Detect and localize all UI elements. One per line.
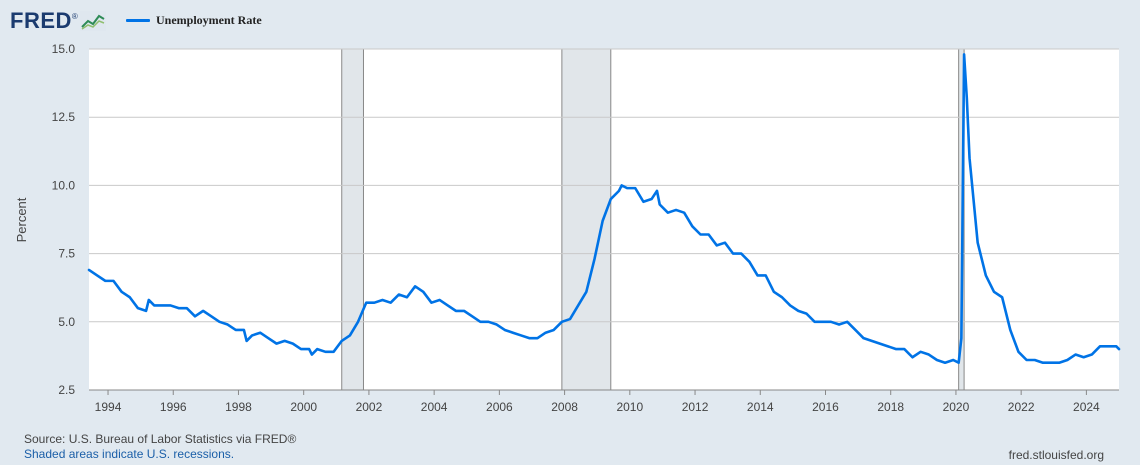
x-tick-label: 1994 (95, 400, 122, 414)
fred-logo-text: FRED (10, 8, 72, 33)
x-tick-label: 2014 (747, 400, 774, 414)
x-tick-label: 2006 (486, 400, 513, 414)
x-tick-label: 2016 (812, 400, 839, 414)
y-tick-label: 2.5 (58, 383, 75, 397)
x-tick-label: 2008 (551, 400, 578, 414)
x-tick-label: 2022 (1008, 400, 1035, 414)
recession-note[interactable]: Shaded areas indicate U.S. recessions. (24, 447, 235, 461)
recession-band (341, 49, 364, 390)
x-tick-label: 2012 (682, 400, 709, 414)
x-tick-label: 2018 (877, 400, 904, 414)
series-line-unemployment-rate (87, 53, 1121, 365)
y-tick-label: 7.5 (58, 247, 75, 261)
fred-logo-mark: ® (71, 11, 78, 21)
chart-header: FRED ® Unemployment Rate (0, 0, 1140, 40)
x-tick-label: 2010 (616, 400, 643, 414)
y-tick-label: 5.0 (58, 315, 75, 329)
y-tick-label: 15.0 (52, 42, 76, 56)
x-tick-label: 2020 (943, 400, 970, 414)
x-tick-label: 2004 (421, 400, 448, 414)
footer-notes: Source: U.S. Bureau of Labor Statistics … (24, 432, 296, 462)
x-tick-label: 2000 (290, 400, 317, 414)
y-axis-title: Percent (14, 197, 29, 242)
y-tick-label: 12.5 (52, 110, 76, 124)
y-tick-label: 10.0 (52, 178, 76, 192)
chart-legend: Unemployment Rate (126, 10, 262, 30)
line-chart: 2.5 5.0 7.5 10.0 12.5 15.0 1994 1996 1998 2000 20… (14, 42, 1121, 414)
x-tick-label: 1996 (160, 400, 187, 414)
source-note: Source: U.S. Bureau of Labor Statistics … (24, 432, 297, 446)
line-chart-icon (79, 11, 106, 31)
fred-logo[interactable]: FRED ® (10, 8, 106, 34)
x-tick-label: 1998 (225, 400, 252, 414)
x-tick-label: 2002 (356, 400, 383, 414)
legend-swatch (126, 18, 150, 22)
x-tick-label: 2024 (1073, 400, 1100, 414)
legend-label: Unemployment Rate (156, 12, 262, 27)
fred-url[interactable]: fred.stlouisfed.org (1008, 448, 1104, 462)
